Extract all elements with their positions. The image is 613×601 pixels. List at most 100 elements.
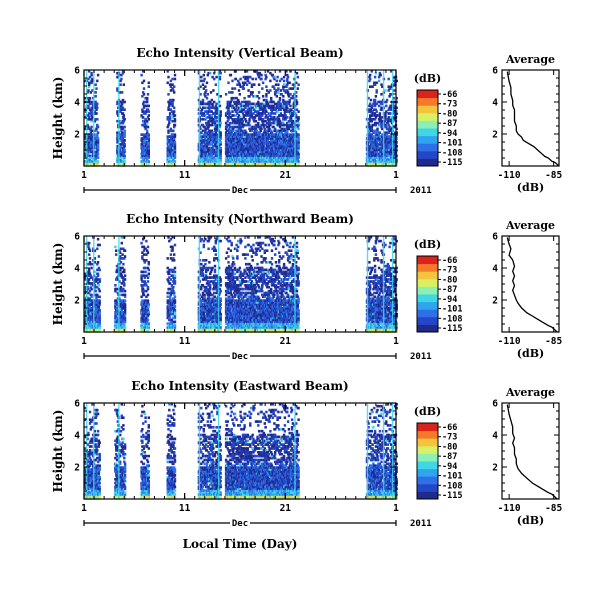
heatmap-cell [122,114,125,117]
heatmap-cell [258,127,262,131]
heatmap-cell [142,106,146,110]
heatmap-cell [142,146,145,150]
heatmap-cell [231,91,234,94]
heatmap-cell [172,116,175,119]
heatmap-cell [379,146,382,150]
heatmap-cell [373,129,377,133]
heatmap-cell [94,158,97,161]
heatmap-cell [380,123,383,127]
heatmap-cell [260,118,263,121]
heatmap-cell [146,150,149,154]
heatmap-cell [377,148,381,152]
heatmap-cell [266,131,270,134]
avg-y-tick-label: 6 [492,66,498,77]
heatmap-cell [252,112,255,115]
heatmap-cell [88,156,92,159]
heatmap-cell [206,110,209,113]
heatmap-cell [119,318,123,322]
heatmap-cell [277,119,280,123]
heatmap-cell [98,322,101,325]
heatmap-cell [211,121,214,125]
heatmap-cell [372,152,375,156]
heatmap-cell [209,131,213,134]
heatmap-cell [171,152,174,156]
heatmap-cell [267,91,270,94]
heatmap-cell [274,144,278,148]
heatmap-cell [147,152,150,156]
heatmap-cell [166,70,169,73]
heatmap-cell [381,100,384,104]
heatmap-cell [291,139,295,142]
heatmap-cell [378,112,382,115]
heatmap-cell [292,112,295,115]
heatmap-cell [167,106,170,110]
heatmap-cell [388,137,391,140]
heatmap-cell [296,150,299,154]
heatmap-cell [250,125,254,129]
heatmap-cell [254,125,258,129]
heatmap-cell [395,160,398,163]
heatmap-cell [279,129,283,133]
heatmap-cell [231,121,234,125]
heatmap-cell [375,81,378,85]
heatmap-cell [143,121,146,125]
heatmap-cell [88,253,91,256]
heatmap-cell [84,305,87,308]
colorbar-swatch [417,158,438,167]
heatmap-cell [265,85,268,88]
colorbar-tick-label: -94 [442,129,457,139]
heatmap-cell [249,127,252,131]
heatmap-cell [248,123,251,127]
heatmap-cell [120,309,123,312]
heatmap-cell [373,121,377,125]
heatmap-cell [388,106,391,110]
colorbar: (dB)-66-73-80-87-94-101-108-115 [414,72,463,168]
heatmap-cell [295,116,298,119]
heatmap-cell [386,146,390,150]
heatmap-cell [120,236,123,239]
heatmap-cell [385,137,389,140]
heatmap-cell [215,102,218,106]
heatmap-cell [254,141,258,144]
heatmap-cell [274,91,277,94]
heatmap-cell [88,70,91,73]
heatmap-cell [290,96,293,100]
heatmap-cell [255,104,258,108]
heatmap-cell [371,85,374,88]
heatmap-cell [218,104,222,108]
heatmap-cell [368,75,371,79]
heatmap-cell [395,110,398,113]
heatmap-cell [169,127,173,131]
heatmap-cell [235,143,238,146]
heatmap-cell [227,129,230,133]
heatmap-cell [228,141,231,144]
heatmap-cell [171,119,174,123]
heatmap-cell [259,129,262,133]
heatmap-cell [395,144,398,148]
heatmap-cell [284,91,287,94]
heatmap-cell [283,112,287,115]
heatmap-cell [249,104,252,108]
heatmap-cell [256,71,259,75]
heatmap-cell [276,110,279,113]
heatmap-cell [286,93,290,96]
heatmap-cell [142,87,146,90]
heatmap-cell [224,114,228,117]
heatmap-cell [390,135,393,138]
heatmap-cell [367,127,370,131]
heatmap-cell [228,125,232,129]
heatmap-cell [285,143,288,146]
heatmap-cell [244,118,247,121]
heatmap-cell [96,310,100,314]
heatmap-cell [173,160,177,163]
heatmap-cell [373,146,376,150]
avg-x-tick-label: -85 [545,170,562,181]
heatmap-cell [383,119,386,123]
heatmap-cell [278,79,282,83]
x-tick-label: 11 [179,170,191,181]
heatmap-cell [116,318,119,322]
heatmap-cell [88,135,91,138]
heatmap-cell [375,137,378,140]
heatmap-cell [395,96,398,100]
heatmap-cell [144,96,147,100]
